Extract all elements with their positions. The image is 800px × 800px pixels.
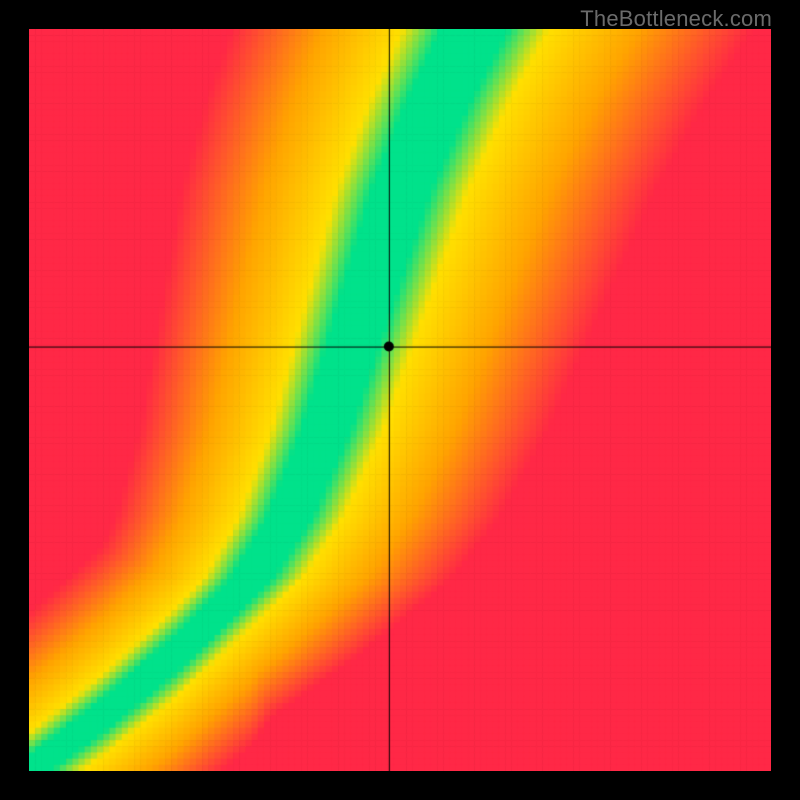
watermark-text: TheBottleneck.com	[580, 6, 772, 32]
chart-container: TheBottleneck.com	[0, 0, 800, 800]
bottleneck-heatmap	[29, 29, 771, 771]
